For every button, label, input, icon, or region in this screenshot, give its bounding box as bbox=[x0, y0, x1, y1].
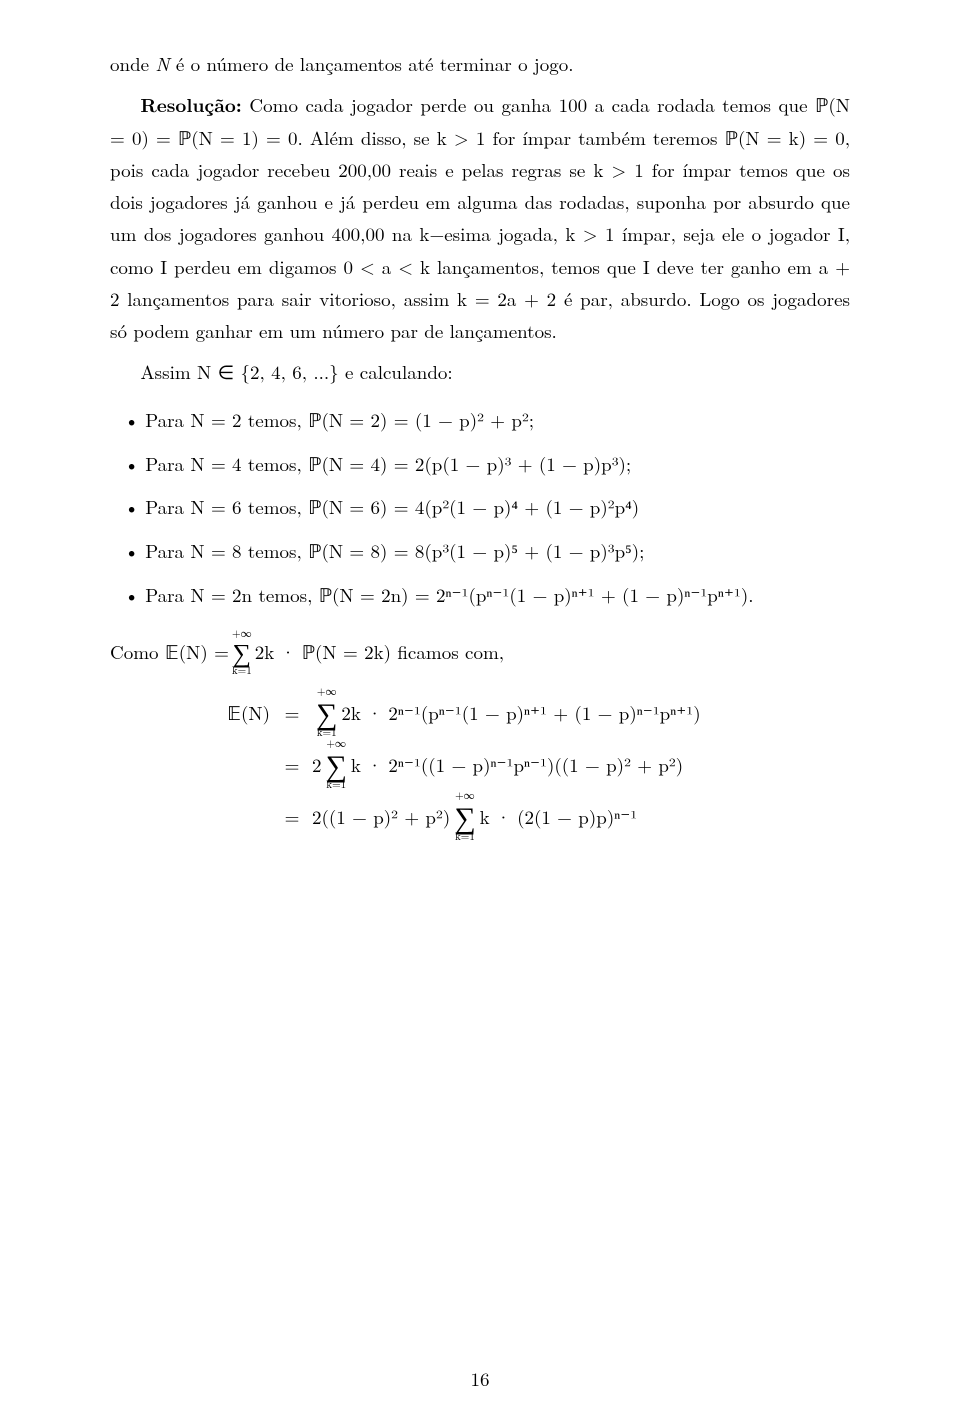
assim-text: Assim N ∈ {2, 4, 6, ...} e calculando: bbox=[140, 358, 452, 385]
eq-lhs: 𝔼(N) bbox=[200, 692, 280, 734]
eq-row-3: = 2((1 − p)² + p²) +∞ ∑ k=1 k · (2(1 − p… bbox=[200, 790, 850, 842]
intro-text-prefix: onde bbox=[110, 50, 155, 77]
resolucao-paragraph: Resolução: Como cada jogador perde ou ga… bbox=[110, 88, 850, 347]
eq-sign: = bbox=[280, 796, 304, 838]
sum-sigma: ∑ bbox=[316, 697, 337, 727]
eq-rhs2-rest: k · 2ⁿ⁻¹((1 − p)ⁿ⁻¹pⁿ⁻¹)((1 − p)² + p²) bbox=[351, 744, 683, 786]
eq-rhs-2: 2 +∞ ∑ k=1 k · 2ⁿ⁻¹((1 − p)ⁿ⁻¹pⁿ⁻¹)((1 −… bbox=[304, 738, 683, 790]
list-item: Para N = 4 temos, ℙ(N = 4) = 2(p(1 − p)³… bbox=[145, 442, 850, 486]
sum-symbol: +∞ ∑ k=1 bbox=[454, 790, 475, 842]
eq-rhs2-pre: 2 bbox=[312, 744, 322, 786]
eq-rhs-3: 2((1 − p)² + p²) +∞ ∑ k=1 k · (2(1 − p)p… bbox=[304, 790, 637, 842]
como-rest: 2k · ℙ(N = 2k) ficamos com, bbox=[255, 636, 504, 668]
list-item-text: Para N = 8 temos, ℙ(N = 8) = 8(p³(1 − p)… bbox=[145, 537, 644, 564]
assim-line: Assim N ∈ {2, 4, 6, ...} e calculando: bbox=[110, 356, 850, 388]
como-prefix: Como 𝔼(N) = bbox=[110, 636, 229, 668]
intro-var-N: N bbox=[155, 50, 169, 77]
eq-sign: = bbox=[280, 744, 304, 786]
sum-sigma: ∑ bbox=[326, 749, 347, 779]
eq-sign: = bbox=[280, 692, 304, 734]
sum-symbol: +∞ ∑ k=1 bbox=[316, 686, 337, 738]
eq-rhs3-rest: k · (2(1 − p)p)ⁿ⁻¹ bbox=[480, 796, 638, 838]
page-number: 16 bbox=[0, 1365, 960, 1392]
list-item: Para N = 2 temos, ℙ(N = 2) = (1 − p)² + … bbox=[145, 398, 850, 442]
list-item: Para N = 2n temos, ℙ(N = 2n) = 2ⁿ⁻¹(pⁿ⁻¹… bbox=[145, 573, 850, 617]
sum-sigma: ∑ bbox=[233, 639, 252, 665]
sum-symbol: +∞ ∑ k=1 bbox=[326, 738, 347, 790]
sum-limit-bottom: k=1 bbox=[455, 831, 475, 842]
sum-limit-bottom: k=1 bbox=[326, 779, 346, 790]
intro-line: onde N é o número de lançamentos até ter… bbox=[110, 48, 850, 80]
resolucao-body: Como cada jogador perde ou ganha 100 a c… bbox=[110, 91, 850, 344]
intro-text-rest: é o número de lançamentos até terminar o… bbox=[170, 50, 574, 77]
list-item-text: Para N = 6 temos, ℙ(N = 6) = 4(p²(1 − p)… bbox=[145, 493, 639, 520]
eq-rhs-1: +∞ ∑ k=1 2k · 2ⁿ⁻¹(pⁿ⁻¹(1 − p)ⁿ⁺¹ + (1 −… bbox=[304, 686, 701, 738]
list-item-text: Para N = 2 temos, ℙ(N = 2) = (1 − p)² + … bbox=[145, 406, 534, 433]
list-item-text: Para N = 4 temos, ℙ(N = 4) = 2(p(1 − p)³… bbox=[145, 450, 631, 477]
list-item-text: Para N = 2n temos, ℙ(N = 2n) = 2ⁿ⁻¹(pⁿ⁻¹… bbox=[145, 581, 753, 608]
eq-row-1: 𝔼(N) = +∞ ∑ k=1 2k · 2ⁿ⁻¹(pⁿ⁻¹(1 − p)ⁿ⁺¹… bbox=[200, 686, 850, 738]
list-item: Para N = 8 temos, ℙ(N = 8) = 8(p³(1 − p)… bbox=[145, 529, 850, 573]
sum-limit-bottom: k=1 bbox=[232, 665, 252, 676]
resolucao-label: Resolução: bbox=[140, 90, 241, 118]
page: onde N é o número de lançamentos até ter… bbox=[0, 0, 960, 1426]
eq-row-2: = 2 +∞ ∑ k=1 k · 2ⁿ⁻¹((1 − p)ⁿ⁻¹pⁿ⁻¹)((1… bbox=[200, 738, 850, 790]
eq-rhs3-pre: 2((1 − p)² + p²) bbox=[312, 796, 450, 838]
sum-symbol-inline: +∞ ∑ k=1 bbox=[232, 628, 252, 676]
expectation-derivation: 𝔼(N) = +∞ ∑ k=1 2k · 2ⁿ⁻¹(pⁿ⁻¹(1 − p)ⁿ⁺¹… bbox=[110, 686, 850, 842]
sum-sigma: ∑ bbox=[454, 801, 475, 831]
cases-list: Para N = 2 temos, ℙ(N = 2) = (1 − p)² + … bbox=[110, 398, 850, 616]
list-item: Para N = 6 temos, ℙ(N = 6) = 4(p²(1 − p)… bbox=[145, 485, 850, 529]
como-line: Como 𝔼(N) = +∞ ∑ k=1 2k · ℙ(N = 2k) fica… bbox=[110, 628, 850, 676]
eq-rhs1-rest: 2k · 2ⁿ⁻¹(pⁿ⁻¹(1 − p)ⁿ⁺¹ + (1 − p)ⁿ⁻¹pⁿ⁺… bbox=[341, 692, 700, 734]
